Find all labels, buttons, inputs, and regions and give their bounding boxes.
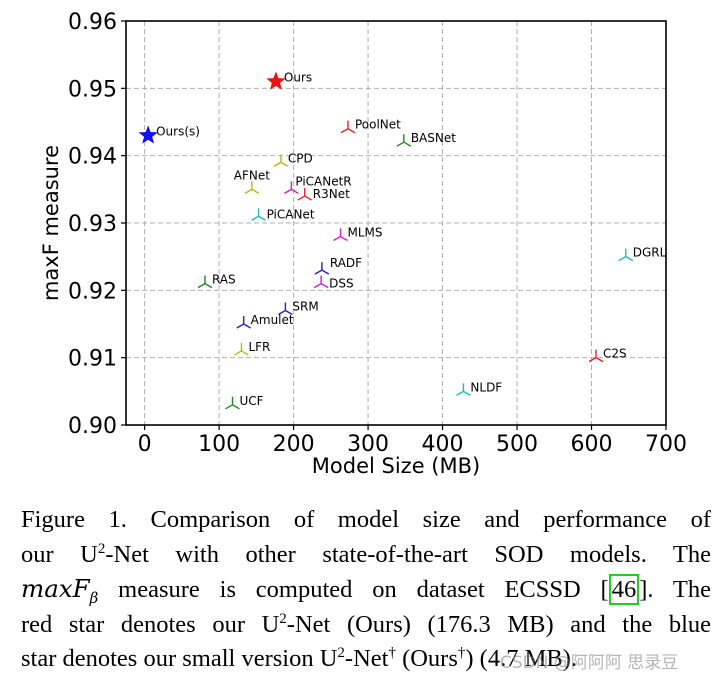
- point-label: Amulet: [251, 313, 294, 327]
- scatter-chart: 0 100 200 300 400 500 600 700 0.900.910.920.930…: [39, 10, 687, 478]
- point-label: NLDF: [470, 380, 502, 394]
- point-label: Ours(s): [156, 124, 200, 138]
- point-label: PoolNet: [355, 118, 401, 132]
- y-tick-label: 0.90: [68, 414, 117, 439]
- x-tick-label: 600: [571, 432, 613, 457]
- y-tick-label: 0.93: [68, 212, 117, 237]
- marker-ours: [266, 71, 286, 90]
- marker-ours-s-: [138, 125, 158, 144]
- marker-dss: [313, 275, 329, 289]
- point-label: AFNet: [234, 168, 270, 182]
- figure-caption: Figure 1. Comparison of model size and p…: [21, 503, 711, 677]
- marker-ras: [197, 275, 213, 289]
- marker-cpd: [273, 154, 289, 168]
- y-tick-label: 0.92: [68, 279, 117, 304]
- x-tick-label: 300: [347, 432, 389, 457]
- x-axis: 0 100 200 300 400 500 600 700: [138, 425, 687, 457]
- watermark: CSDN @阿阿阿 思录豆: [500, 653, 679, 673]
- y-tick-label: 0.91: [68, 347, 117, 372]
- caption-line-5: star denotes our small version U2-Net† (…: [21, 644, 577, 672]
- point-label: R3Net: [313, 187, 350, 201]
- caption-line-4: red star denotes our U2-Net (Ours) (176.…: [21, 610, 711, 638]
- y-tick-label: 0.96: [68, 10, 117, 35]
- point-label: LFR: [248, 340, 270, 354]
- marker-nldf: [456, 383, 471, 396]
- marker-mlms: [333, 228, 348, 242]
- marker-basnet: [396, 134, 412, 147]
- point-label: C2S: [603, 347, 627, 361]
- citation-link[interactable]: 46: [608, 574, 640, 605]
- marker-c2s: [588, 349, 604, 363]
- caption-line-2: our U2-Net with other state-of-the-art S…: [21, 540, 711, 568]
- point-label: Ours: [284, 71, 312, 85]
- x-tick-label: 100: [198, 432, 240, 457]
- y-tick-label: 0.95: [68, 77, 117, 102]
- x-axis-title: Model Size (MB): [312, 454, 480, 478]
- marker-picanetr: [284, 181, 299, 194]
- max-f-beta-symbol: maxFβ: [21, 574, 99, 607]
- point-label: RADF: [330, 256, 362, 270]
- point-label: MLMS: [348, 225, 383, 239]
- y-axis-title: maxF measure: [39, 145, 63, 301]
- x-tick-label: 500: [496, 432, 538, 457]
- point-label: CPD: [288, 151, 313, 165]
- point-label: DGRL: [633, 246, 667, 260]
- marker-amulet: [236, 316, 251, 329]
- y-axis: 0.90 0.91 0.92 0.93 0.94 0.95 0.96: [68, 10, 126, 439]
- point-label: DSS: [329, 277, 353, 291]
- x-tick-label: 0: [138, 432, 152, 457]
- point-label: PiCANetR: [295, 174, 351, 188]
- marker-lfr: [234, 342, 249, 356]
- point-label: UCF: [240, 394, 264, 408]
- x-tick-label: 200: [273, 432, 315, 457]
- marker-ucf: [225, 396, 240, 410]
- marker-dgrl: [618, 248, 634, 262]
- x-tick-label: 700: [645, 432, 687, 457]
- y-tick-label: 0.94: [68, 145, 117, 170]
- marker-afnet: [244, 181, 260, 194]
- point-label: RAS: [212, 273, 236, 287]
- grid: [126, 20, 667, 426]
- marker-poolnet: [340, 120, 356, 134]
- point-label: SRM: [292, 300, 318, 314]
- marker-radf: [314, 262, 330, 275]
- marker-r3net: [297, 188, 313, 201]
- point-label: BASNet: [411, 131, 456, 145]
- caption-line-3: maxFβ measure is computed on dataset ECS…: [21, 574, 711, 607]
- x-tick-label: 400: [422, 432, 464, 457]
- marker-picanet: [251, 208, 266, 221]
- point-label: PiCANet: [267, 207, 315, 221]
- caption-line-1: Figure 1. Comparison of model size and p…: [21, 506, 711, 533]
- marker-srm: [278, 302, 293, 316]
